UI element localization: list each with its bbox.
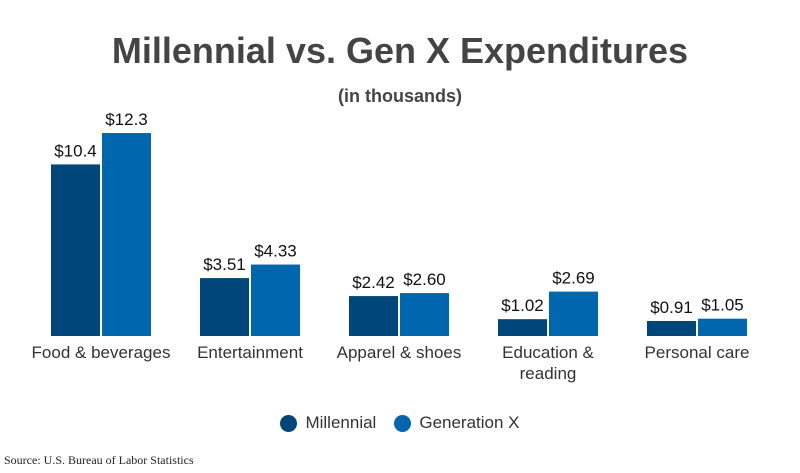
- bar-generation-x-education-and-reading: [549, 291, 598, 336]
- legend-swatch-millennial: [280, 414, 298, 432]
- data-label-millennial-food-and-beverages: $10.4: [54, 141, 97, 160]
- data-label-generation-x-personal-care: $1.05: [701, 296, 744, 315]
- bar-generation-x-personal-care: [698, 318, 747, 336]
- bar-generation-x-entertainment: [251, 264, 300, 336]
- legend: Millennial Generation X: [0, 413, 800, 433]
- source-note: Source: U.S. Bureau of Labor Statistics: [4, 453, 194, 467]
- bar-millennial-food-and-beverages: [51, 164, 100, 336]
- data-label-generation-x-food-and-beverages: $12.3: [105, 110, 148, 129]
- category-label-personal-care: Personal care: [645, 343, 750, 362]
- bar-millennial-entertainment: [200, 278, 249, 336]
- data-label-generation-x-education-and-reading: $2.69: [552, 269, 595, 288]
- bar-generation-x-apparel-and-shoes: [400, 293, 449, 336]
- data-label-millennial-apparel-and-shoes: $2.42: [352, 273, 395, 292]
- legend-item-generation-x: Generation X: [394, 413, 520, 433]
- legend-item-millennial: Millennial: [280, 413, 376, 433]
- legend-label-generation-x: Generation X: [419, 413, 520, 432]
- bar-millennial-apparel-and-shoes: [349, 296, 398, 336]
- category-label-apparel-and-shoes: Apparel & shoes: [337, 343, 462, 362]
- legend-swatch-generation-x: [394, 414, 412, 432]
- bar-generation-x-food-and-beverages: [102, 133, 151, 336]
- bar-millennial-education-and-reading: [498, 319, 547, 336]
- data-label-generation-x-apparel-and-shoes: $2.60: [403, 270, 446, 289]
- data-label-millennial-entertainment: $3.51: [203, 255, 246, 274]
- category-label-entertainment: Entertainment: [197, 343, 303, 362]
- data-label-millennial-education-and-reading: $1.02: [501, 296, 544, 315]
- legend-label-millennial: Millennial: [305, 413, 377, 432]
- data-label-generation-x-entertainment: $4.33: [254, 242, 297, 261]
- chart-subtitle: (in thousands): [338, 86, 462, 106]
- category-label-education-and-reading: Education & reading: [502, 343, 594, 383]
- category-label-food-and-beverages: Food & beverages: [32, 343, 171, 362]
- bar-millennial-personal-care: [647, 320, 696, 336]
- chart-title: Millennial vs. Gen X Expenditures: [111, 30, 689, 71]
- data-label-millennial-personal-care: $0.91: [650, 298, 693, 317]
